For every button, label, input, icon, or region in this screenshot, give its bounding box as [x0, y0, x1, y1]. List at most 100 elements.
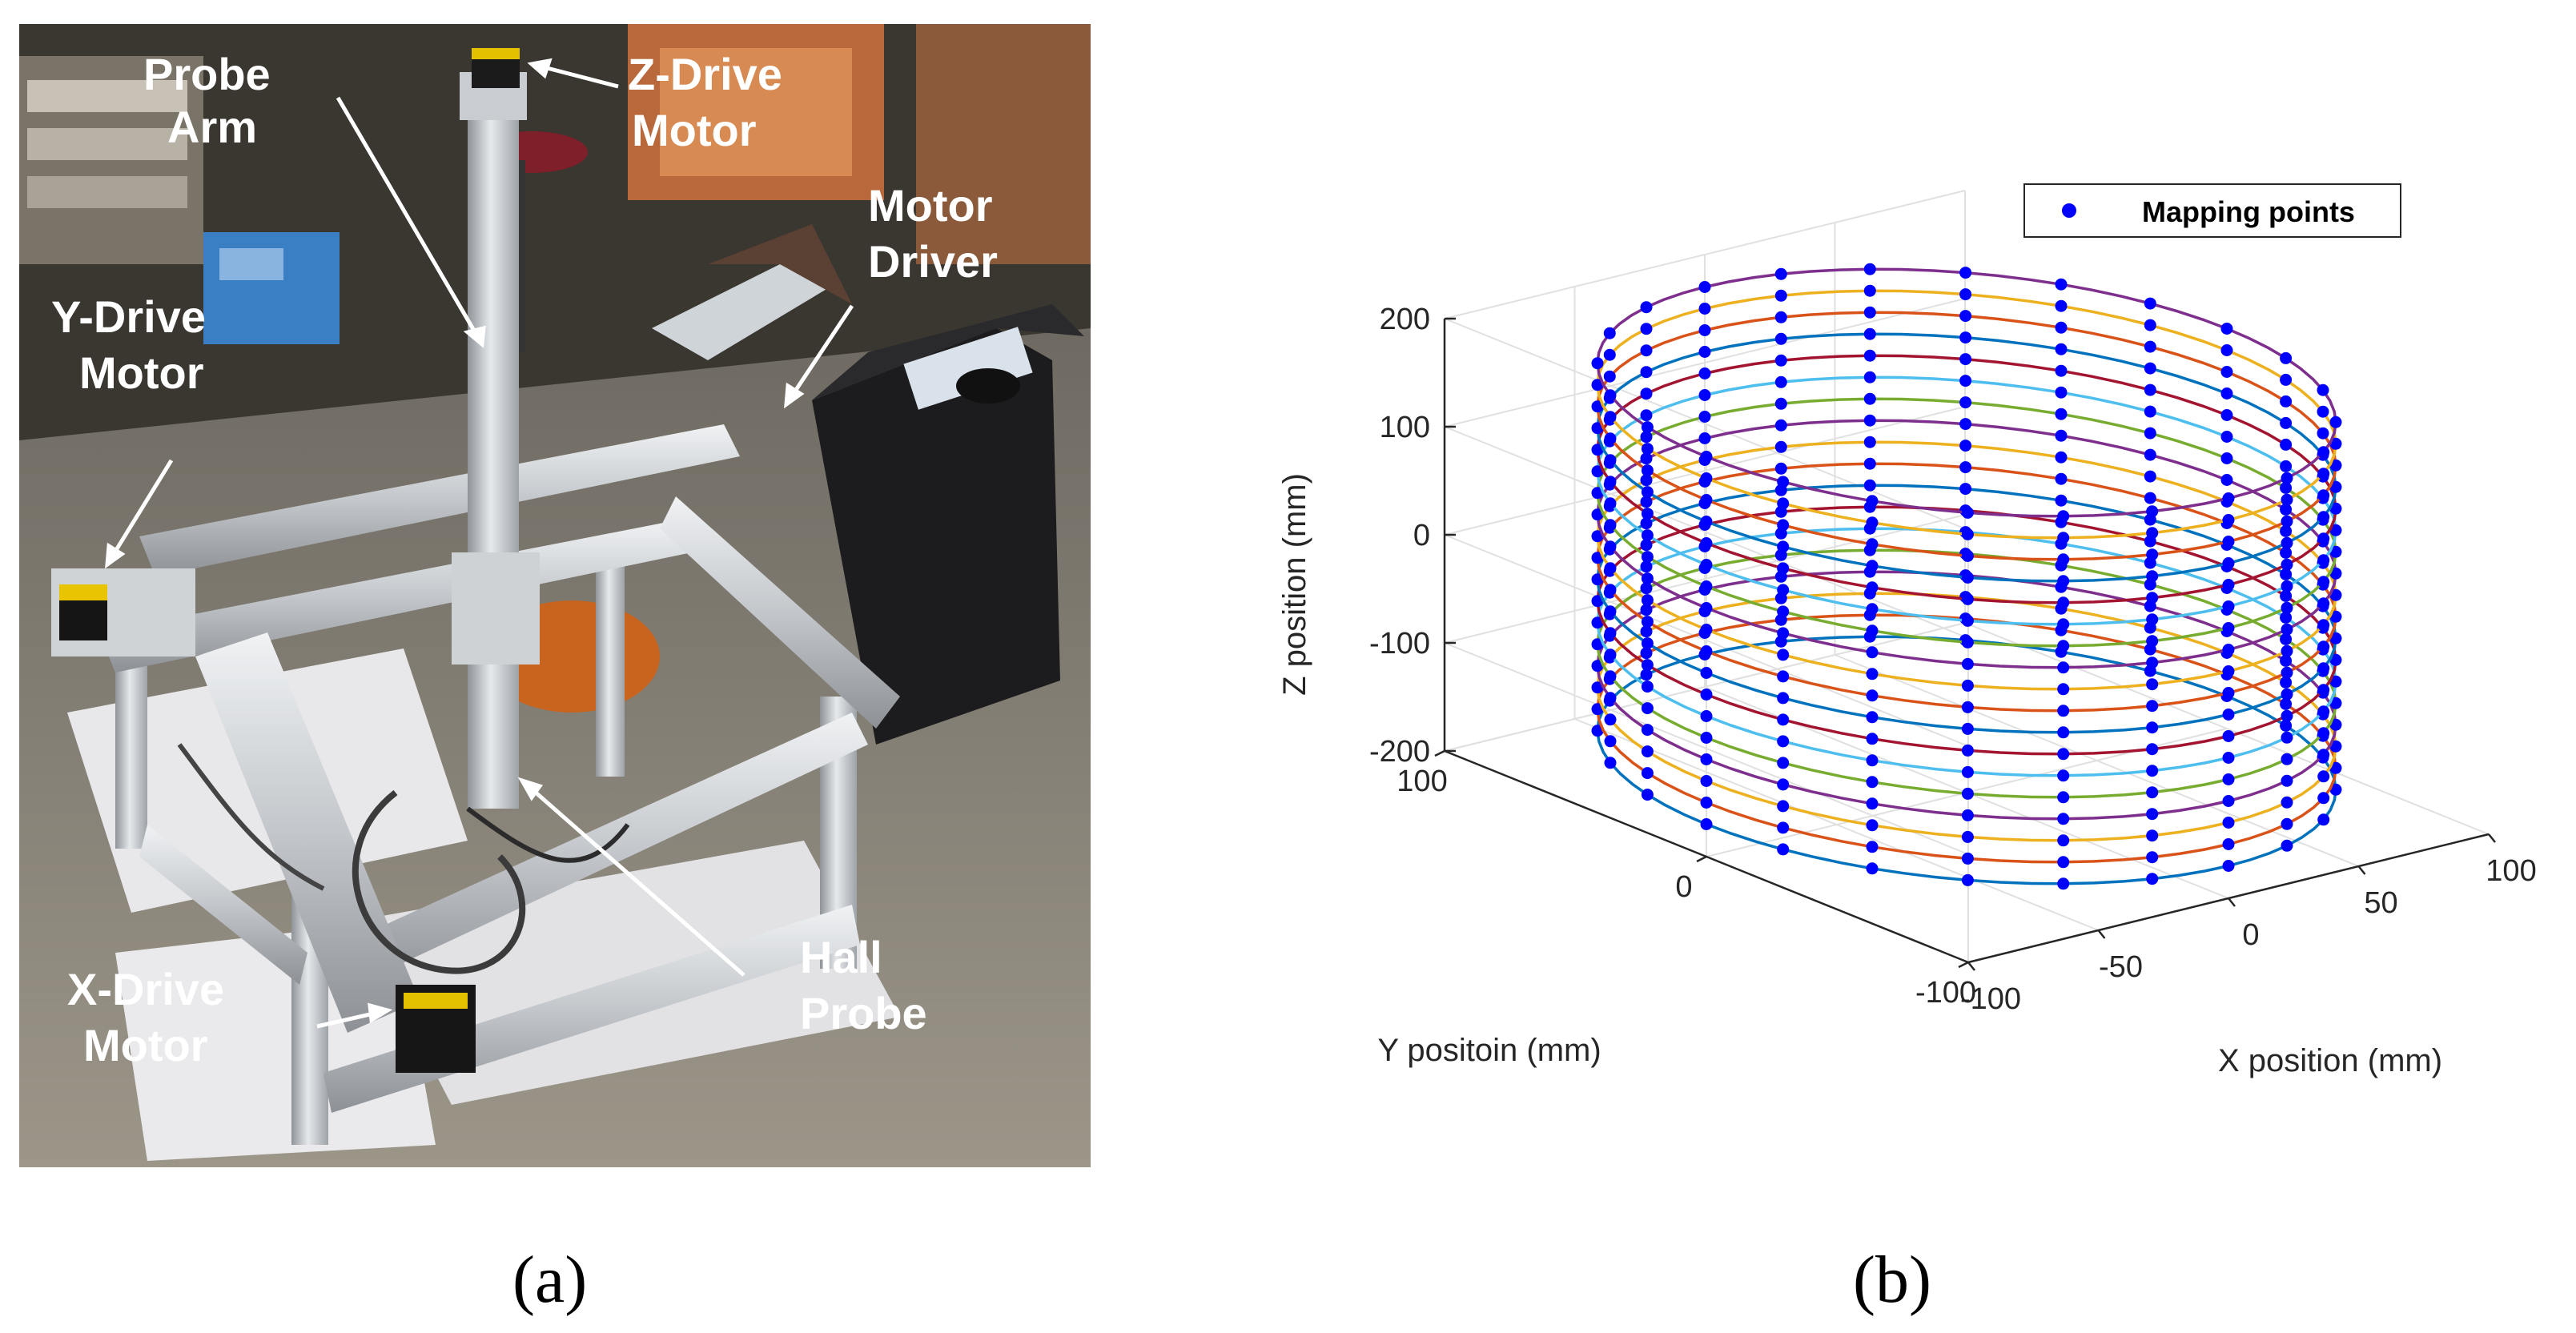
mapping-point [2220, 366, 2233, 378]
mapping-point [2220, 452, 2233, 464]
mapping-point [1961, 744, 1974, 757]
mapping-point [1961, 787, 1974, 800]
mapping-point [1640, 604, 1653, 616]
x-tick-mark [2097, 929, 2106, 939]
mapping-point [2317, 705, 2330, 718]
mapping-point [2281, 796, 2293, 809]
mapping-point [2055, 343, 2068, 355]
grid-line [1444, 642, 1969, 855]
mapping-point [2222, 644, 2235, 656]
mapping-point [2220, 387, 2233, 399]
mapping-point [2144, 492, 2156, 504]
mapping-point [1591, 725, 1604, 737]
mapping-point [1863, 457, 1876, 470]
mapping-point [1863, 371, 1876, 383]
mapping-point [2055, 451, 2068, 464]
mapping-point [1604, 692, 1617, 705]
mapping-point [1640, 669, 1653, 681]
mapping-point [2281, 644, 2293, 657]
x-tick-mark [2228, 897, 2236, 907]
mapping-point [1866, 624, 1879, 637]
mapping-point [1604, 411, 1617, 424]
mapping-point [1640, 452, 1653, 465]
mapping-point [1591, 508, 1604, 521]
mapping-point [1961, 830, 1974, 843]
mapping-point [1698, 432, 1711, 444]
mapping-point [1774, 397, 1787, 410]
mapping-point [1959, 440, 1972, 452]
x-tick-label: -50 [2099, 950, 2143, 984]
mapping-point [2146, 570, 2159, 583]
mapping-point [1961, 636, 1974, 648]
mapping-point [2280, 351, 2293, 364]
mapping-point [2146, 527, 2159, 540]
mapping-point [1698, 324, 1711, 336]
mapping-point [1866, 754, 1879, 767]
mapping-point [2317, 792, 2330, 805]
mapping-point [1641, 421, 1654, 434]
mapping-point [2146, 721, 2159, 734]
mapping-point [1641, 702, 1654, 715]
mapping-point [1700, 580, 1713, 592]
mapping-point [1604, 735, 1617, 748]
mapping-point [2057, 834, 2070, 847]
mapping-point [2144, 405, 2156, 418]
mapping-point [2329, 588, 2342, 601]
mapping-point [2220, 409, 2233, 421]
mapping-point [1640, 409, 1653, 422]
mapping-point [2317, 468, 2330, 480]
mapping-point [2280, 416, 2293, 429]
mapping-point [2329, 697, 2342, 709]
mapping-point [2317, 511, 2330, 524]
mapping-point [1591, 357, 1604, 370]
mapping-point [1700, 559, 1713, 571]
mapping-point [1603, 348, 1616, 361]
mapping-point [1777, 476, 1790, 488]
mapping-point [2057, 769, 2070, 782]
mapping-point [1777, 627, 1790, 640]
mapping-point [1866, 516, 1879, 529]
mapping-point [2146, 505, 2159, 518]
mapping-point [1640, 625, 1653, 638]
mapping-point [1641, 443, 1654, 456]
y-tick-label: -100 [1915, 976, 1976, 1010]
mapping-point [2280, 611, 2293, 624]
mapping-point [1866, 819, 1879, 832]
mapping-point [2222, 730, 2235, 742]
mapping-point [1700, 710, 1713, 722]
mapping-point [1604, 519, 1617, 532]
mapping-point [2281, 839, 2293, 852]
mapping-point [2329, 675, 2342, 688]
mapping-point [1959, 483, 1972, 496]
mapping-point [2317, 554, 2330, 567]
mapping-point [2317, 727, 2330, 740]
mapping-point [1961, 657, 1974, 670]
mapping-point [2280, 589, 2293, 602]
mapping-point [1959, 331, 1972, 344]
mapping-point [2057, 813, 2070, 825]
grid-line [1444, 534, 1969, 747]
mapping-point [2317, 576, 2330, 588]
mapping-point [1863, 263, 1876, 275]
mapping-point [2280, 654, 2293, 667]
mapping-point [2317, 446, 2330, 459]
mapping-point [1774, 267, 1787, 280]
mapping-point [2317, 662, 2330, 675]
mapping-point [2281, 580, 2293, 592]
mapping-point [1961, 679, 1974, 692]
mapping-point [1698, 411, 1711, 423]
mapping-point [2329, 653, 2342, 666]
mapping-point [1604, 389, 1617, 402]
mapping-point [1777, 648, 1790, 661]
y-tick-label: 0 [1675, 870, 1692, 904]
mapping-point [2144, 319, 2156, 331]
label-x-drive-line2: Motor [83, 1020, 208, 1070]
mapping-point [2317, 597, 2330, 610]
mapping-point [1603, 327, 1616, 339]
mapping-point [1700, 472, 1713, 484]
mapping-point [1604, 713, 1617, 726]
mapping-point [1959, 353, 1972, 366]
x-axis-label: X position (mm) [2218, 1043, 2442, 1078]
